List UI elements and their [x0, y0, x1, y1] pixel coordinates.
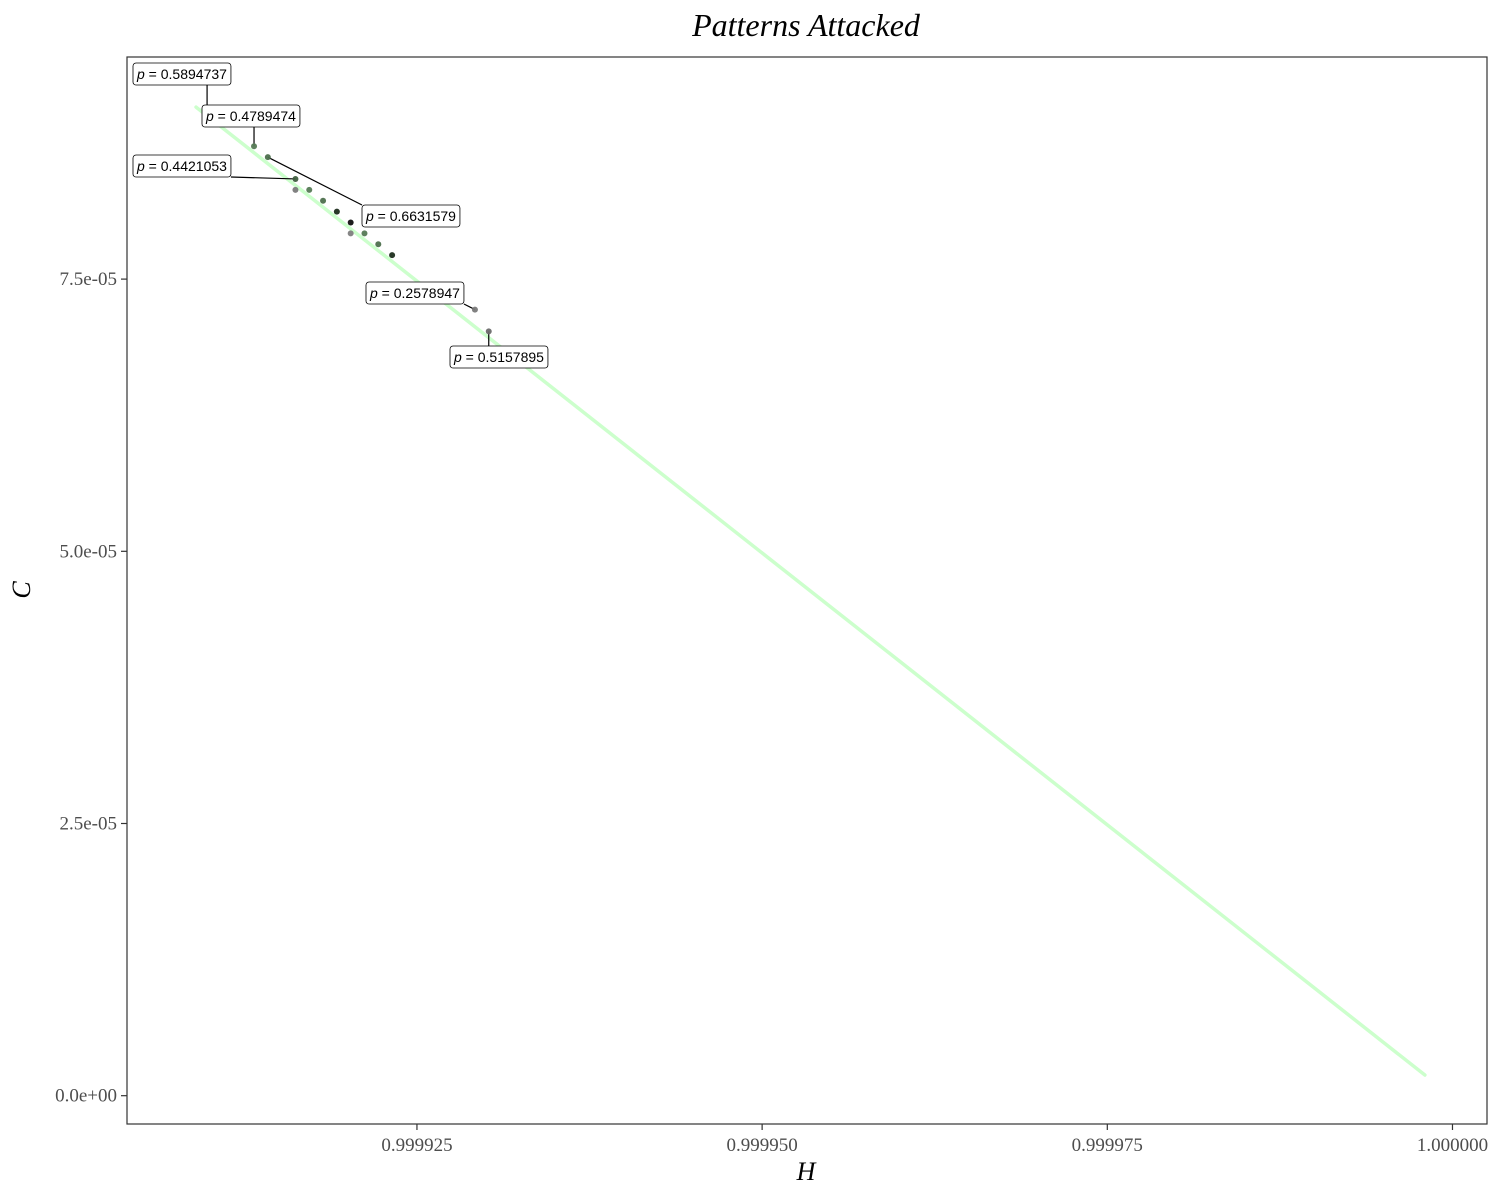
scatter-point [306, 186, 313, 193]
y-axis: 0.0e+00 2.5e-05 5.0e-05 7.5e-05 [55, 269, 127, 1107]
scatter-point [347, 219, 354, 226]
scatter-point [292, 186, 299, 193]
reference-line-layer [194, 105, 1427, 1077]
annotation-text: p = 0.4421053 [136, 158, 227, 174]
annotation-leader [230, 176, 296, 180]
annotation-label: p = 0.2578947 [365, 281, 465, 305]
annotation-box [365, 281, 465, 305]
plot-panel-border [126, 56, 1488, 1125]
scatter-point [347, 230, 354, 237]
scatter-point [320, 197, 327, 204]
annotation-box [201, 104, 301, 128]
annotation-box [449, 345, 549, 369]
annotation-box [361, 204, 461, 228]
scatter-point [389, 252, 396, 259]
annotation-text: p = 0.5157895 [453, 349, 544, 365]
scatter-point [361, 230, 368, 237]
annotation-label: p = 0.4421053 [132, 154, 232, 178]
annotation-label: p = 0.5894737 [132, 62, 232, 86]
chart-title: Patterns Attacked [691, 7, 921, 43]
annotation-label: p = 0.6631579 [361, 204, 461, 228]
scatter-point [375, 241, 382, 248]
annotation-label: p = 0.4789474 [201, 104, 301, 128]
scatter-points-layer [204, 105, 492, 335]
scatter-point [485, 328, 492, 335]
annotation-leader-layer [206, 85, 490, 346]
y-tick-label: 5.0e-05 [59, 541, 117, 562]
y-tick-label: 7.5e-05 [59, 269, 117, 290]
scatter-point [471, 306, 478, 313]
annotation-box [132, 62, 232, 86]
annotation-text: p = 0.4789474 [205, 108, 296, 124]
scatter-point [333, 208, 340, 215]
scatter-point [264, 154, 271, 161]
x-tick-label: 0.999925 [381, 1135, 452, 1156]
reference-line [194, 105, 1427, 1077]
x-tick-label: 0.999950 [727, 1135, 798, 1156]
scatter-point [292, 175, 299, 182]
y-tick-label: 2.5e-05 [59, 813, 117, 834]
annotation-text: p = 0.6631579 [365, 208, 456, 224]
annotation-label-layer: p = 0.5894737 p = 0.4789474 p = 0.4421053 p… [132, 62, 549, 369]
annotation-text: p = 0.5894737 [136, 66, 227, 82]
annotation-leader [267, 156, 363, 206]
y-axis-title: C [7, 581, 36, 599]
annotation-label: p = 0.5157895 [449, 345, 549, 369]
x-axis-title: H [796, 1157, 817, 1186]
x-axis: 0.999925 0.999950 0.999975 1.000000 [381, 1124, 1488, 1156]
y-tick-label: 0.0e+00 [55, 1086, 117, 1107]
x-tick-label: 0.999975 [1072, 1135, 1143, 1156]
annotation-box [132, 154, 232, 178]
scatter-point [251, 143, 258, 150]
x-tick-label: 1.000000 [1417, 1135, 1488, 1156]
annotation-text: p = 0.2578947 [369, 285, 460, 301]
